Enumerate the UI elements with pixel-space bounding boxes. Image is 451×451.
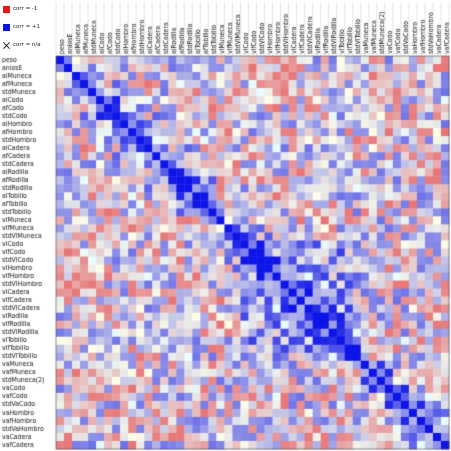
legend-positive-label: corr = +1 (13, 23, 41, 30)
legend-na-label: corr = n/a (13, 41, 41, 48)
na-cross-icon (3, 42, 10, 49)
legend: corr = -1 corr = +1 corr = n/a (3, 3, 51, 51)
legend-positive: corr = +1 (3, 21, 51, 33)
negative-swatch (3, 5, 10, 13)
positive-swatch (3, 23, 10, 31)
legend-negative: corr = -1 (3, 3, 51, 15)
legend-na: corr = n/a (3, 39, 51, 51)
legend-negative-label: corr = -1 (13, 5, 38, 12)
